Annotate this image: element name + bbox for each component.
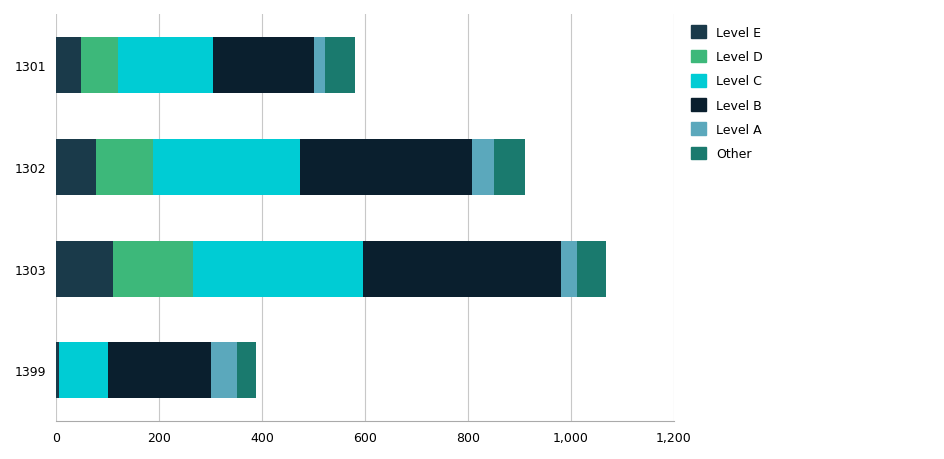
Bar bbox=[211, 342, 236, 398]
Bar bbox=[59, 342, 108, 398]
Bar bbox=[193, 241, 362, 297]
Bar bbox=[57, 140, 96, 195]
Bar bbox=[57, 241, 113, 297]
Bar bbox=[57, 342, 59, 398]
Bar bbox=[236, 342, 256, 398]
Bar bbox=[81, 38, 118, 94]
Bar bbox=[472, 140, 494, 195]
Bar bbox=[96, 140, 153, 195]
Bar bbox=[213, 38, 313, 94]
Bar bbox=[577, 241, 605, 297]
Bar bbox=[108, 342, 211, 398]
Bar bbox=[362, 241, 560, 297]
Bar bbox=[113, 241, 193, 297]
Bar bbox=[57, 38, 81, 94]
Bar bbox=[494, 140, 524, 195]
Legend: Level E, Level D, Level C, Level B, Level A, Other: Level E, Level D, Level C, Level B, Leve… bbox=[685, 21, 767, 166]
Bar bbox=[153, 140, 299, 195]
Bar bbox=[313, 38, 325, 94]
Bar bbox=[118, 38, 213, 94]
Bar bbox=[560, 241, 577, 297]
Bar bbox=[325, 38, 355, 94]
Bar bbox=[299, 140, 472, 195]
